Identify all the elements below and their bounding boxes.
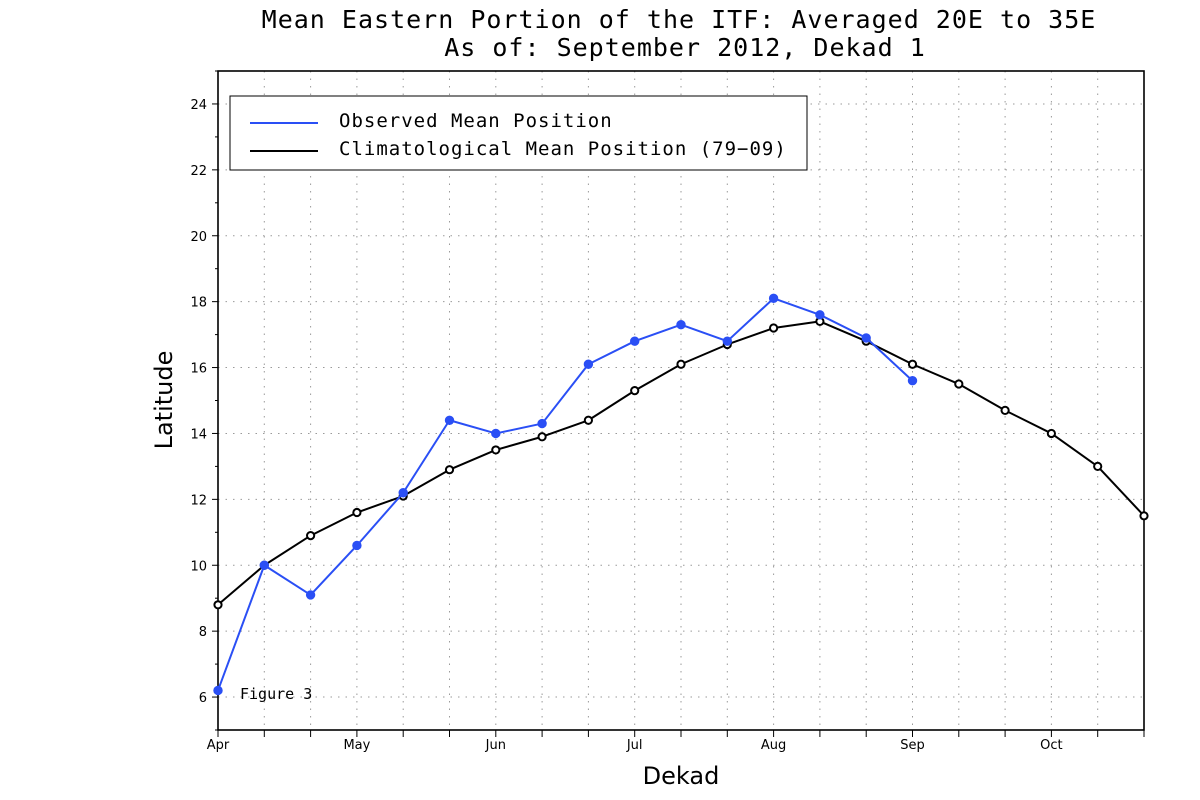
climatology-point	[630, 386, 640, 396]
y-tick-label: 20	[190, 230, 207, 245]
x-tick-label: Sep	[900, 738, 925, 753]
observed-point	[815, 310, 825, 320]
y-tick-label: 10	[190, 559, 207, 574]
x-tick-label: May	[343, 738, 370, 753]
observed-point	[583, 359, 594, 369]
climatology-point	[583, 415, 594, 425]
climatology-point	[213, 600, 223, 610]
x-tick-label: Jul	[626, 738, 643, 753]
figure-annotation: Figure 3	[240, 685, 312, 703]
chart-title: Mean Eastern Portion of the ITF: Average…	[262, 5, 1097, 34]
y-tick-label: 8	[199, 625, 207, 640]
climatology-point	[907, 359, 918, 369]
observed-point	[861, 333, 871, 343]
climatology-point	[676, 359, 686, 369]
observed-point	[768, 293, 779, 304]
x-axis-label: Dekad	[643, 762, 720, 790]
observed-point	[305, 590, 316, 600]
series-layer	[213, 293, 1149, 696]
legend-label-climatology: Climatological Mean Position (79−09)	[339, 138, 787, 160]
climatology-point	[1000, 405, 1010, 415]
observed-point	[259, 560, 269, 570]
x-tick-label: Jun	[485, 738, 506, 753]
observed-point	[537, 418, 547, 429]
chart-subtitle: As of: September 2012, Dekad 1	[444, 33, 926, 62]
observed-point	[491, 428, 501, 439]
observed-point	[398, 488, 408, 498]
observed-point	[213, 685, 223, 696]
legend-label-observed: Observed Mean Position	[339, 110, 613, 132]
axis-ticks	[212, 70, 1145, 737]
x-tick-label: Apr	[207, 738, 230, 753]
series-line	[217, 297, 914, 691]
y-axis-label: Latitude	[150, 351, 178, 450]
climatology-point	[537, 432, 547, 442]
observed-point	[676, 320, 686, 330]
x-tick-label: Oct	[1040, 738, 1062, 753]
y-tick-labels: 6 8 10 12 14 16 18 20 22 24	[190, 98, 207, 706]
y-tick-label: 24	[190, 98, 207, 113]
x-tick-labels: Apr May Jun Jul Aug Sep Oct	[207, 738, 1063, 753]
climatology-point	[1139, 511, 1149, 521]
climatology-point	[306, 530, 316, 541]
observed-point	[722, 336, 732, 346]
y-tick-label: 14	[190, 427, 207, 442]
legend-box	[229, 95, 808, 171]
observed-point	[352, 540, 362, 551]
climatology-point	[352, 507, 362, 518]
climatology-point	[769, 323, 779, 333]
y-tick-label: 16	[190, 362, 207, 377]
y-tick-label: 12	[190, 493, 207, 508]
observed-point	[630, 336, 640, 346]
climatology-point	[491, 445, 501, 455]
y-tick-label: 18	[190, 296, 207, 311]
climatology-point	[1093, 461, 1103, 471]
observed-point	[907, 376, 918, 386]
climatology-point	[444, 465, 455, 475]
y-tick-label: 6	[199, 691, 207, 706]
legend: Observed Mean Position Climatological Me…	[229, 95, 808, 171]
climatology-point	[1046, 428, 1057, 439]
x-tick-label: Aug	[761, 738, 786, 753]
climatology-point	[954, 379, 964, 389]
y-tick-label: 22	[190, 164, 207, 179]
observed-point	[444, 415, 455, 425]
